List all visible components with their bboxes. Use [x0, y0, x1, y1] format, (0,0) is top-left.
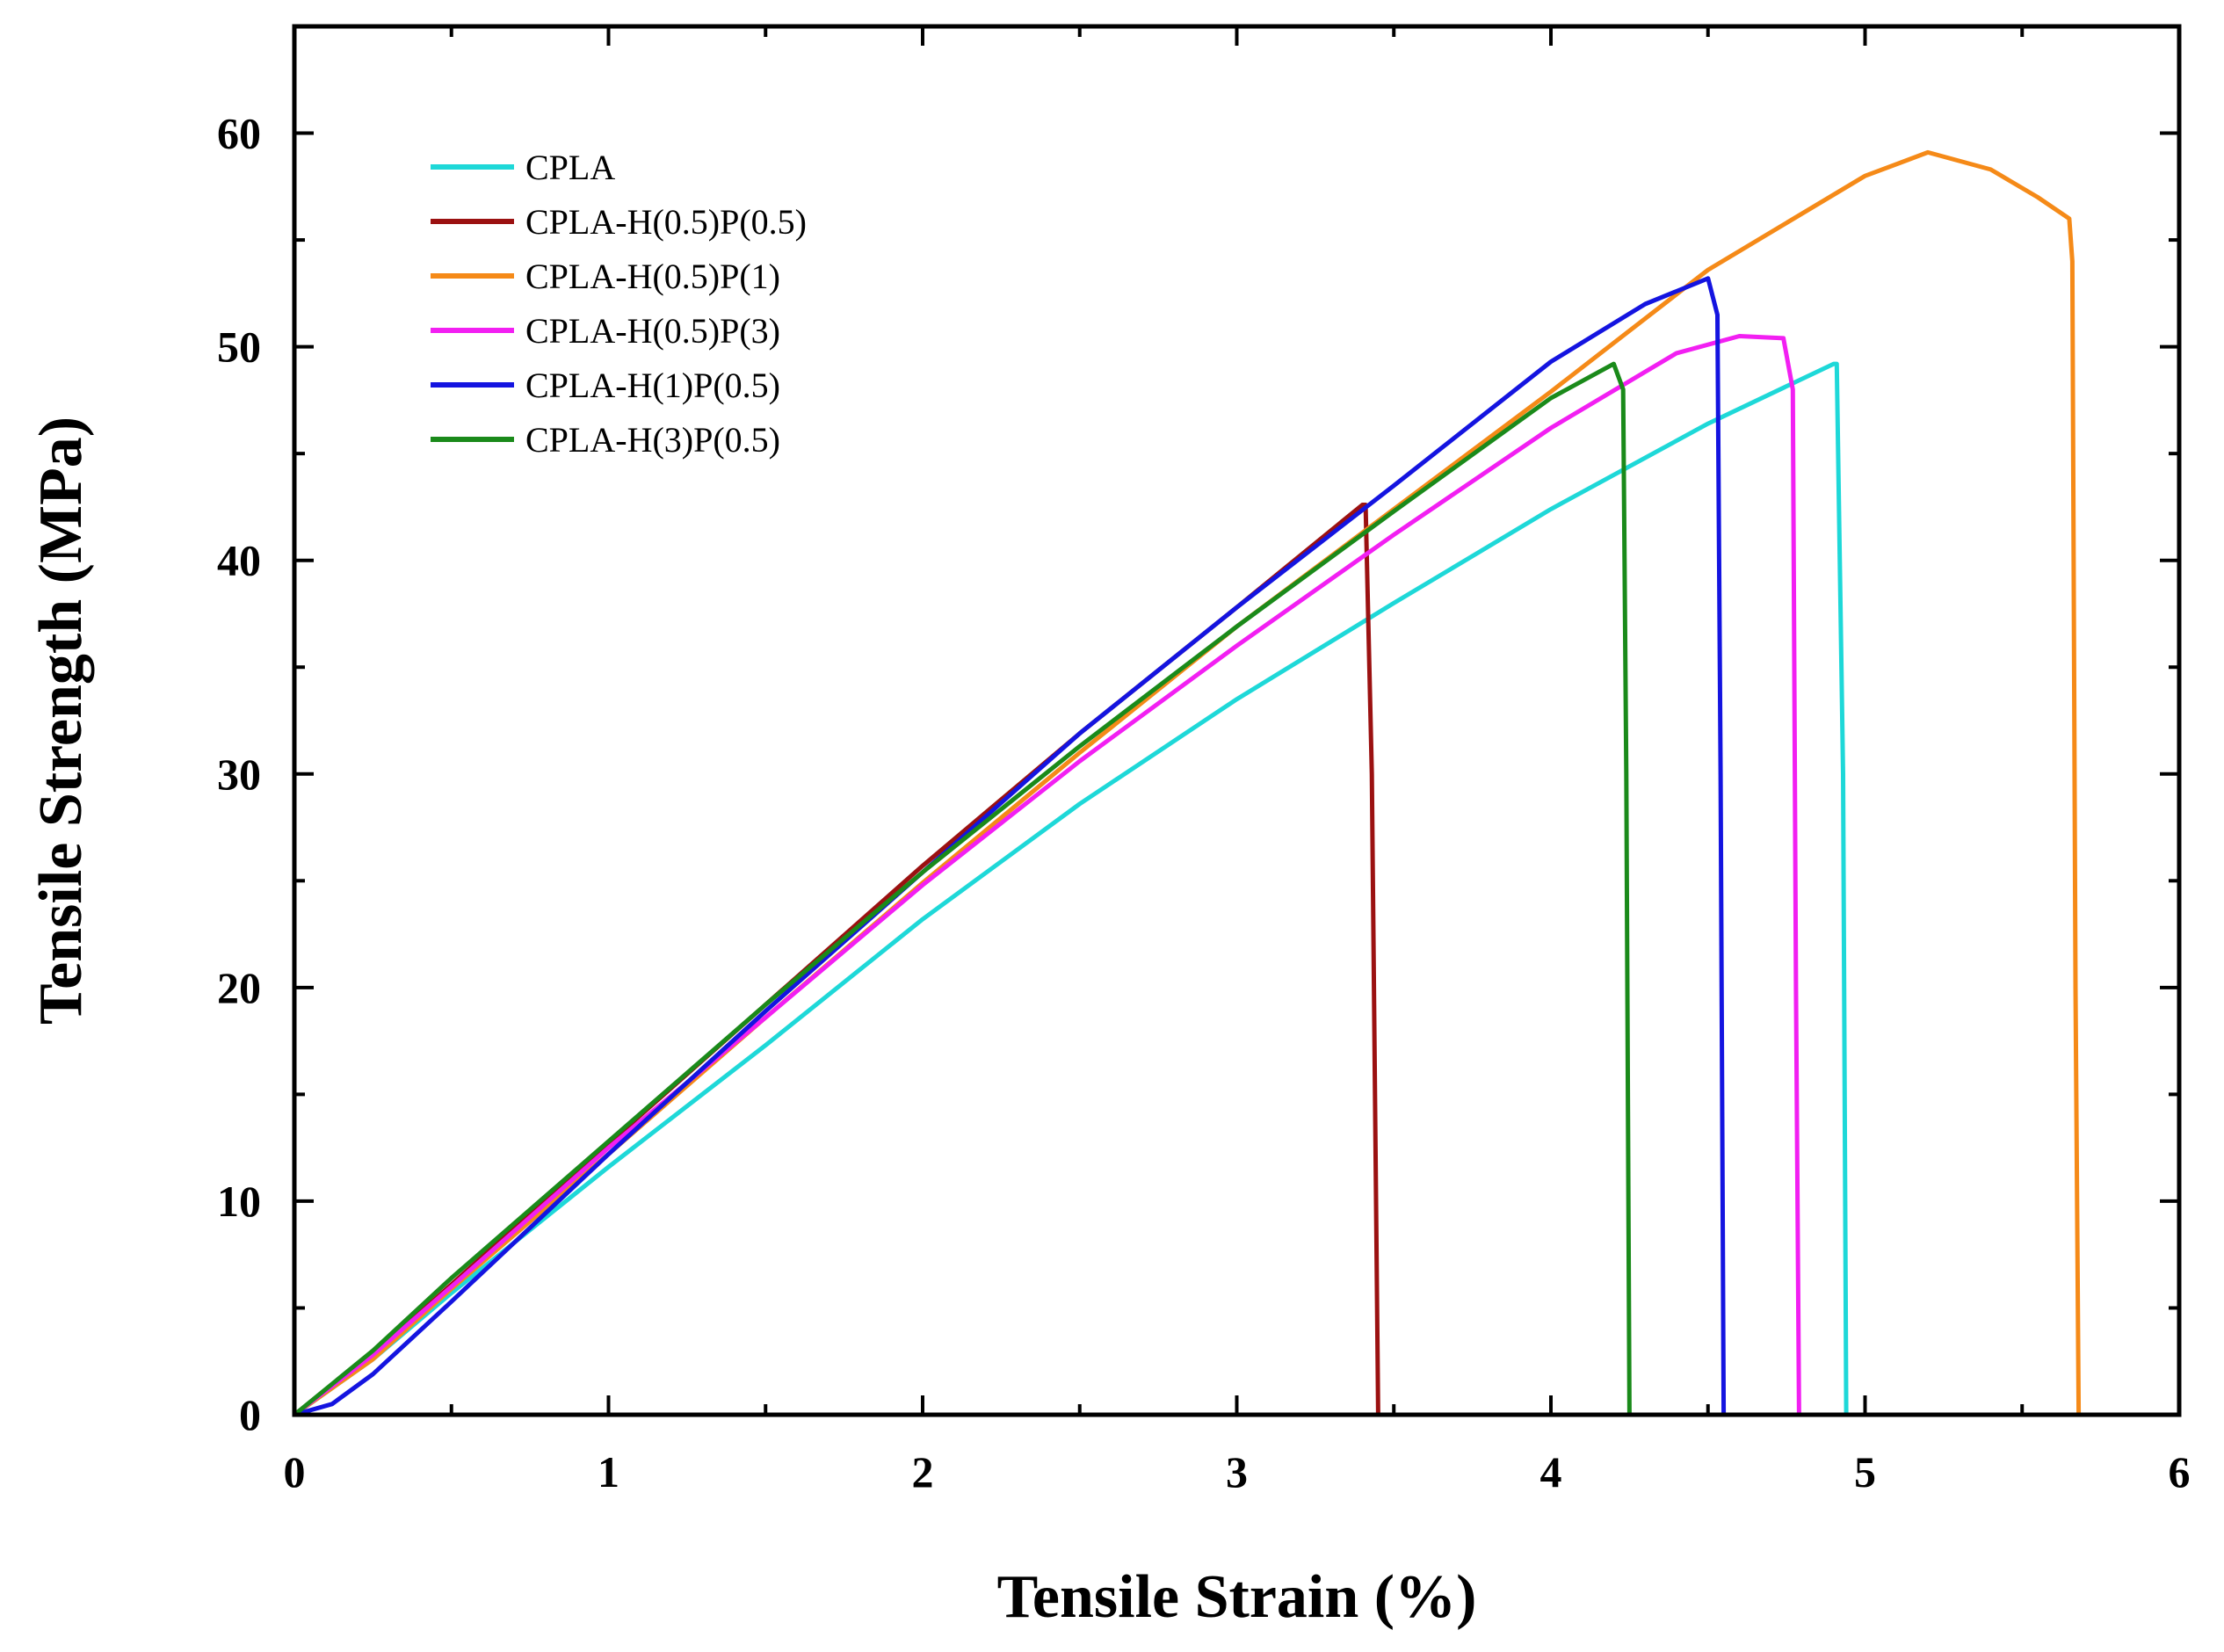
y-tick-label: 0 [239, 1390, 261, 1439]
series-line-4 [292, 276, 1727, 1417]
legend-label: CPLA-H(0.5)P(3) [525, 311, 780, 351]
x-tick-label: 1 [598, 1447, 619, 1496]
y-tick-label: 30 [217, 750, 261, 799]
x-tick-label: 5 [1854, 1447, 1876, 1496]
series-lines [292, 149, 2082, 1417]
x-tick-label: 3 [1226, 1447, 1248, 1496]
legend-label: CPLA-H(0.5)P(1) [525, 257, 780, 296]
x-tick-label: 4 [1540, 1447, 1562, 1496]
y-axis-title: Tensile Strength (MPa) [27, 417, 95, 1025]
x-tick-label: 0 [284, 1447, 306, 1496]
plot-frame [292, 24, 2182, 1417]
x-tick-label: 2 [912, 1447, 934, 1496]
legend: CPLA CPLA-H(0.5)P(0.5) CPLA-H(0.5)P(1) CPLA… [431, 148, 807, 460]
x-tick-label: 6 [2169, 1447, 2191, 1496]
y-tick-label: 40 [217, 536, 261, 585]
legend-label: CPLA-H(1)P(0.5) [525, 366, 780, 405]
x-axis-title: Tensile Strain (%) [997, 1563, 1477, 1631]
series-line-5 [292, 361, 1632, 1417]
legend-label: CPLA-H(3)P(0.5) [525, 420, 780, 460]
series-line-3 [292, 334, 1801, 1417]
y-tick-label: 20 [217, 963, 261, 1012]
legend-label: CPLA-H(0.5)P(0.5) [525, 202, 807, 242]
y-tick-label: 50 [217, 322, 261, 372]
y-tick-label: 10 [217, 1177, 261, 1226]
y-tick-label: 60 [217, 109, 261, 158]
legend-label: CPLA [525, 148, 615, 187]
